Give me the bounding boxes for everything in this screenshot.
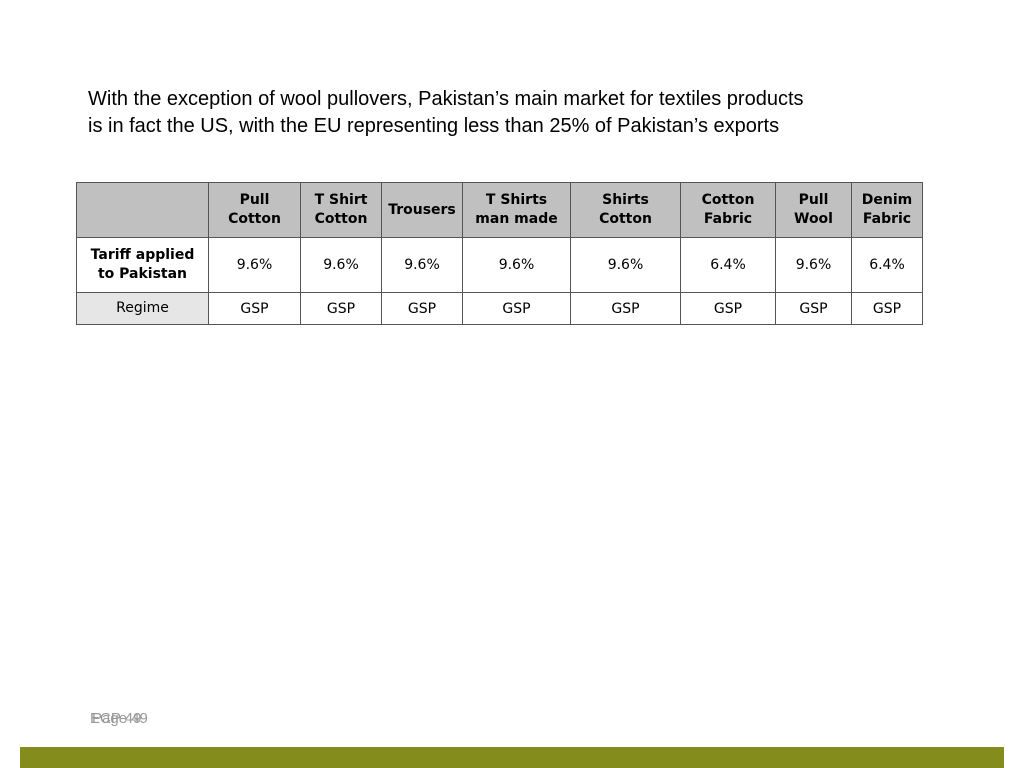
table-row-tariff: Tariff applied to Pakistan 9.6% 9.6% 9.6%… [76,237,923,293]
header-cell: Pull Cotton [208,182,301,238]
footer-bar [20,747,1004,768]
footer-text-page: Page 49 [92,710,148,727]
row-label-text: Tariff applied to Pakistan [90,247,195,282]
header-label: Pull Cotton [228,192,281,227]
table-cell: 9.6% [300,237,382,293]
header-label: T Shirts man made [475,192,558,227]
table-cell: GSP [851,292,923,325]
intro-line-1: With the exception of wool pullovers, Pa… [88,88,804,110]
table-cell: GSP [208,292,301,325]
table-cell: GSP [570,292,681,325]
table-cell: GSP [462,292,571,325]
footer-text-ecp: ECP 49 [90,710,142,727]
header-label: Denim Fabric [861,192,913,227]
table-cell: 9.6% [208,237,301,293]
table-cell: 9.6% [775,237,852,293]
table-cell: 9.6% [570,237,681,293]
header-label: Cotton Fabric [701,192,755,227]
header-cell: T Shirt Cotton [300,182,382,238]
header-cell: Pull Wool [775,182,852,238]
header-label: T Shirt Cotton [314,192,368,227]
table-cell: GSP [775,292,852,325]
table-cell: 6.4% [680,237,776,293]
intro-paragraph: With the exception of wool pullovers, Pa… [88,86,928,140]
table-cell: GSP [381,292,463,325]
table-cell: GSP [680,292,776,325]
table-cell: GSP [300,292,382,325]
intro-line-2: is in fact the US, with the EU represent… [88,115,780,137]
row-label-regime: Regime [76,292,209,325]
tariff-table: Pull Cotton T Shirt Cotton Trousers T Shir… [76,182,923,325]
row-label-text: Regime [116,300,169,316]
header-row: Pull Cotton T Shirt Cotton Trousers T Shir… [76,182,923,238]
header-cell: T Shirts man made [462,182,571,238]
table-cell: 6.4% [851,237,923,293]
table-cell: 9.6% [381,237,463,293]
header-cell: Trousers [381,182,463,238]
header-label: Trousers [388,201,456,218]
header-label: Shirts Cotton [599,192,652,227]
header-label: Pull Wool [794,192,833,227]
header-cell: Denim Fabric [851,182,923,238]
row-label-tariff: Tariff applied to Pakistan [76,237,209,293]
header-cell-empty [76,182,209,238]
header-cell: Cotton Fabric [680,182,776,238]
table-cell: 9.6% [462,237,571,293]
header-cell: Shirts Cotton [570,182,681,238]
table-row-regime: Regime GSP GSP GSP GSP GSP GSP GSP GSP [76,292,923,325]
